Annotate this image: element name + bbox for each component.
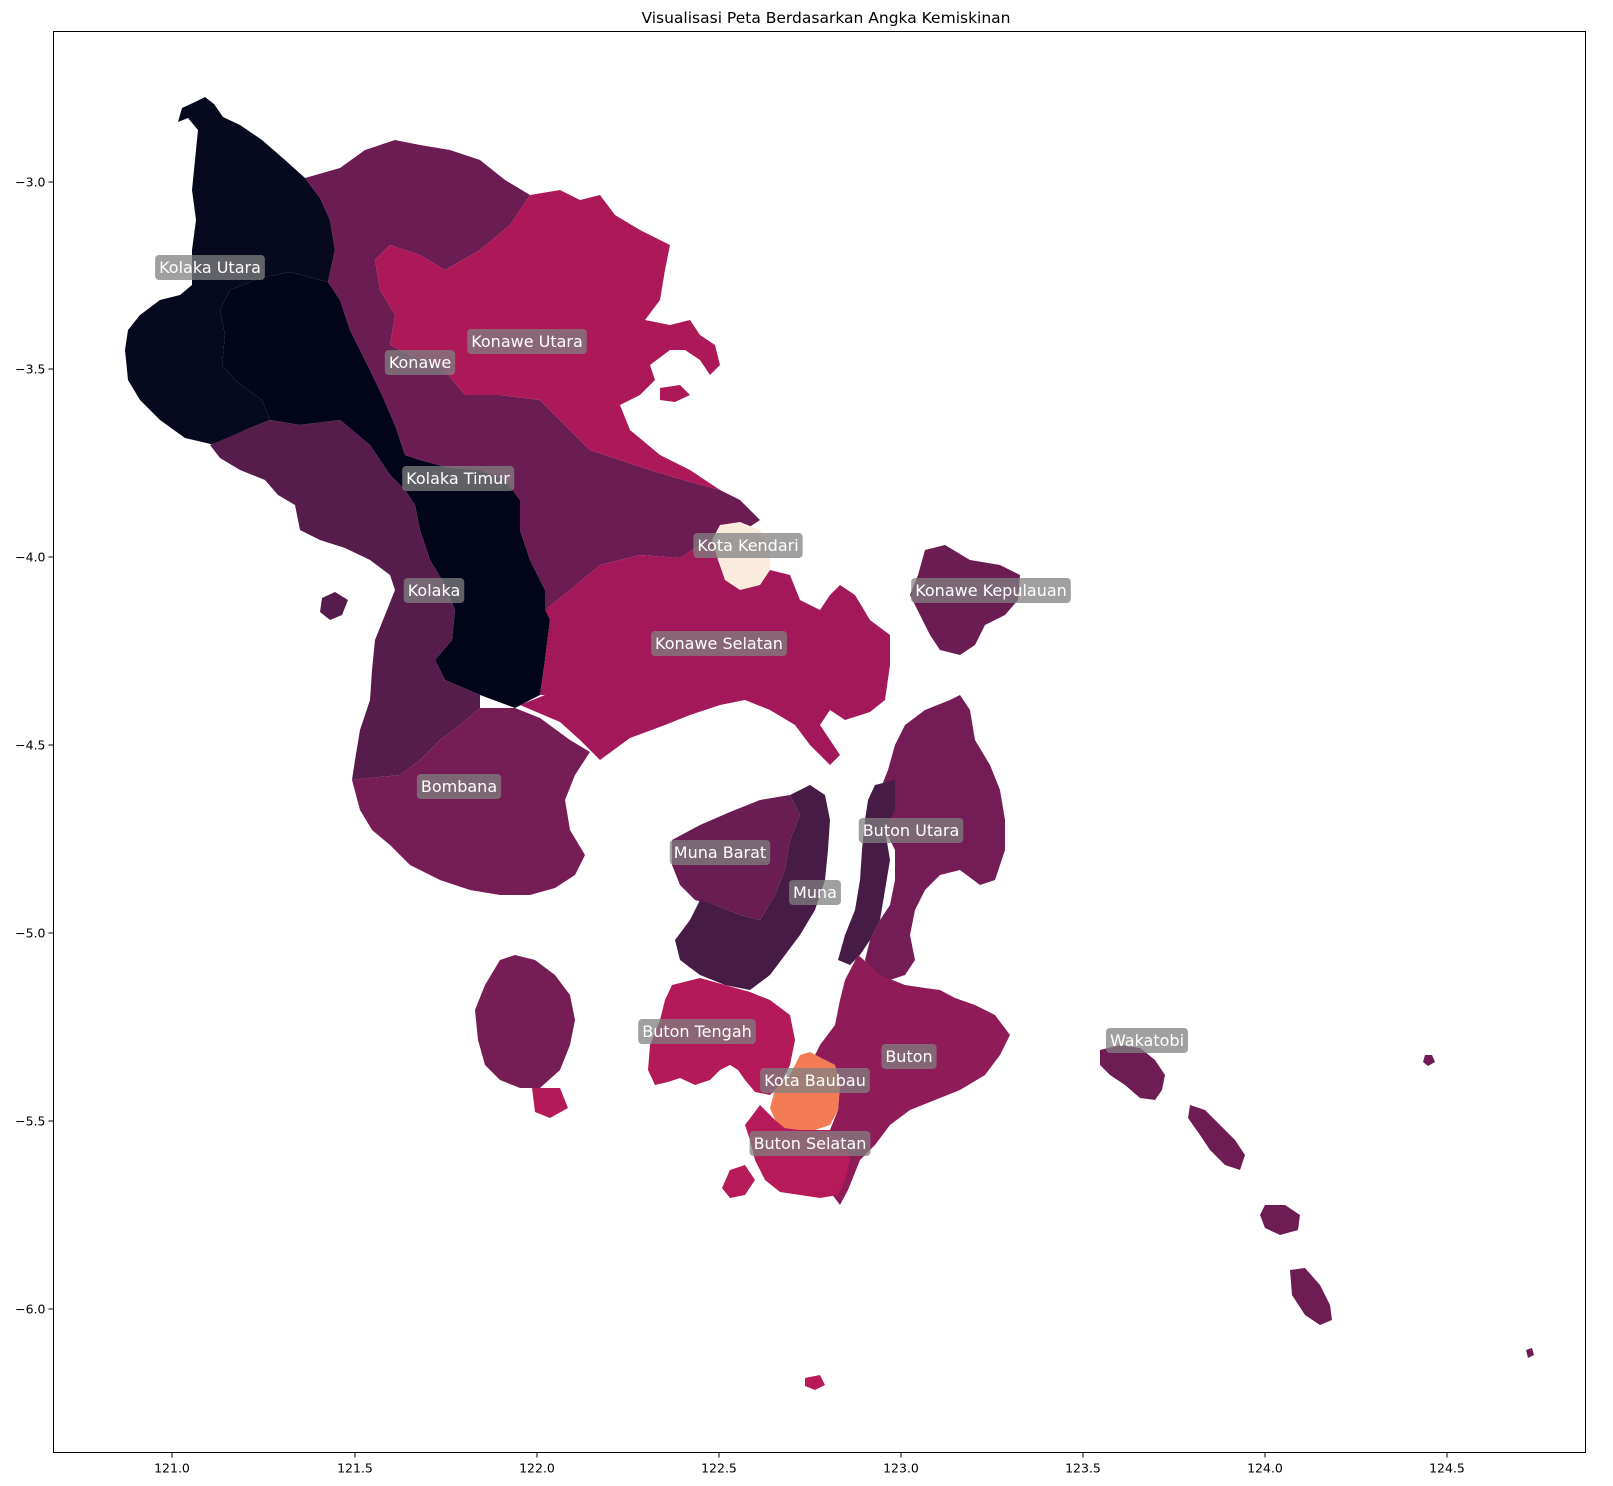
region-label-box bbox=[749, 1131, 871, 1156]
region-labels: Kolaka Utara Konawe Konawe Utara Kolaka Tim… bbox=[155, 255, 1189, 1156]
region-label: Kota Baubau bbox=[760, 1068, 870, 1093]
region-label-text: Konawe Selatan bbox=[655, 634, 783, 653]
x-axis: 121.0 121.5 122.0 122.5 123.0 123.5 124.0 124.5 bbox=[154, 1452, 1465, 1476]
region-label: Buton Tengah bbox=[638, 1019, 756, 1044]
region-label-text: Buton Utara bbox=[863, 821, 960, 840]
region-wakatobi-island-4 bbox=[1290, 1268, 1332, 1325]
y-tick-label: −6.0 bbox=[15, 1302, 45, 1317]
y-tick-label: −3.5 bbox=[15, 362, 45, 377]
region-label-box bbox=[911, 578, 1071, 603]
region-label: Muna Barat bbox=[669, 840, 771, 865]
region-bombana[interactable] bbox=[352, 708, 590, 895]
region-wakatobi[interactable] bbox=[1100, 1045, 1165, 1100]
region-konawe-utara-islet bbox=[660, 385, 690, 402]
region-label: Wakatobi bbox=[1105, 1028, 1189, 1053]
region-wakatobi-island-2 bbox=[1188, 1105, 1245, 1170]
y-axis: −3.0 −3.5 −4.0 −4.5 −5.0 −5.5 −6.0 bbox=[15, 175, 54, 1317]
region-label-box bbox=[403, 578, 465, 603]
region-label-text: Buton Selatan bbox=[754, 1134, 867, 1153]
region-bombana-island[interactable] bbox=[475, 955, 575, 1088]
region-label-box bbox=[416, 774, 502, 799]
region-label-text: Konawe Kepulauan bbox=[915, 581, 1067, 600]
region-label-text: Kolaka bbox=[408, 581, 461, 600]
x-tick-label: 122.0 bbox=[519, 1461, 555, 1476]
region-wakatobi-island-6 bbox=[1526, 1348, 1534, 1358]
x-tick-label: 124.0 bbox=[1247, 1461, 1283, 1476]
region-label-text: Buton Tengah bbox=[642, 1022, 752, 1041]
region-label-text: Kolaka Timur bbox=[406, 469, 510, 488]
region-label-box bbox=[760, 1068, 870, 1093]
region-label: Kolaka Utara bbox=[155, 255, 265, 280]
region-label-text: Kota Kendari bbox=[697, 536, 798, 555]
region-label: Buton Utara bbox=[858, 818, 964, 843]
y-tick-label: −4.5 bbox=[15, 738, 45, 753]
x-tick-label: 123.5 bbox=[1065, 1461, 1101, 1476]
region-label-text: Muna bbox=[793, 883, 837, 902]
y-tick-label: −3.0 bbox=[15, 175, 45, 190]
y-tick-label: −4.0 bbox=[15, 550, 45, 565]
region-label: Kolaka bbox=[403, 578, 465, 603]
region-label-text: Kolaka Utara bbox=[159, 258, 261, 277]
region-label: Kota Kendari bbox=[693, 533, 803, 558]
region-label: Konawe bbox=[384, 350, 456, 375]
region-label-box bbox=[384, 350, 456, 375]
region-label-text: Konawe bbox=[389, 353, 451, 372]
region-label-text: Bombana bbox=[421, 777, 497, 796]
region-label-text: Muna Barat bbox=[674, 843, 766, 862]
x-tick-label: 122.5 bbox=[701, 1461, 737, 1476]
region-label-box bbox=[638, 1019, 756, 1044]
region-label-box bbox=[467, 329, 587, 354]
x-tick-label: 121.0 bbox=[154, 1461, 190, 1476]
region-buton-tengah-islet bbox=[532, 1088, 568, 1118]
region-label-box bbox=[155, 255, 265, 280]
region-label-text: Konawe Utara bbox=[471, 332, 583, 351]
region-label-box bbox=[693, 533, 803, 558]
region-label: Konawe Utara bbox=[467, 329, 587, 354]
region-kolaka-islet bbox=[320, 592, 348, 620]
region-label: Muna bbox=[789, 880, 841, 905]
region-kolaka[interactable] bbox=[210, 420, 480, 780]
region-label-box bbox=[651, 631, 787, 656]
region-wakatobi-island-5 bbox=[1423, 1055, 1435, 1066]
region-label: Kolaka Timur bbox=[402, 466, 515, 491]
y-tick-label: −5.0 bbox=[15, 926, 45, 941]
y-tick-label: −5.5 bbox=[15, 1114, 45, 1129]
regions-layer bbox=[125, 97, 1534, 1390]
x-tick-label: 124.5 bbox=[1429, 1461, 1465, 1476]
region-label-box bbox=[669, 840, 771, 865]
region-label-box bbox=[1105, 1028, 1189, 1053]
region-wakatobi-island-3 bbox=[1260, 1205, 1300, 1235]
region-buton-selatan-islet-2 bbox=[805, 1375, 825, 1390]
region-label-text: Wakatobi bbox=[1110, 1031, 1184, 1050]
region-buton-utara-islet bbox=[958, 825, 980, 860]
region-label: Bombana bbox=[416, 774, 502, 799]
region-label: Konawe Kepulauan bbox=[911, 578, 1071, 603]
region-label: Konawe Selatan bbox=[651, 631, 787, 656]
region-muna[interactable] bbox=[675, 785, 830, 990]
region-label-box bbox=[402, 466, 515, 491]
x-tick-label: 123.0 bbox=[883, 1461, 919, 1476]
region-label: Buton Selatan bbox=[749, 1131, 871, 1156]
region-label-box bbox=[789, 880, 841, 905]
region-kolaka-timur[interactable] bbox=[220, 272, 550, 708]
map-title: Visualisasi Peta Berdasarkan Angka Kemis… bbox=[641, 9, 1010, 27]
region-label-box bbox=[858, 818, 964, 843]
region-label-text: Kota Baubau bbox=[764, 1071, 866, 1090]
region-label-box bbox=[881, 1044, 937, 1069]
region-label: Buton bbox=[881, 1044, 937, 1069]
region-konawe[interactable] bbox=[305, 140, 760, 610]
region-label-text: Buton bbox=[885, 1047, 932, 1066]
region-buton-selatan-islet bbox=[722, 1165, 755, 1198]
x-tick-label: 121.5 bbox=[337, 1461, 373, 1476]
